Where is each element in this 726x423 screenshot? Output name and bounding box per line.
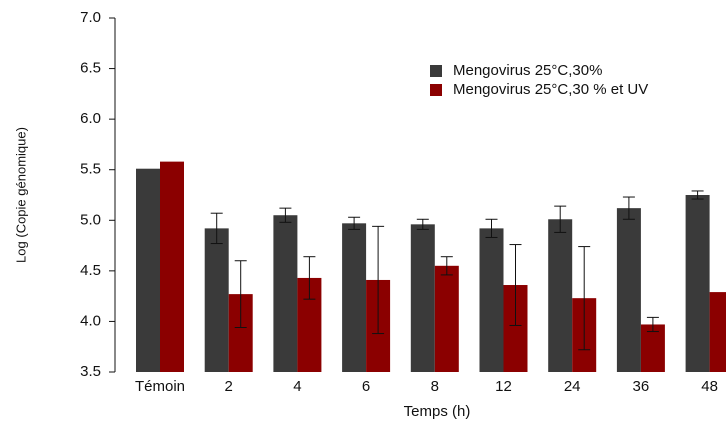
bar <box>204 228 229 372</box>
error-bar <box>646 316 659 333</box>
bar <box>640 324 665 372</box>
error-bar <box>210 212 223 245</box>
error-bar <box>279 207 292 223</box>
error-bar <box>440 256 453 276</box>
x-tick-label: 12 <box>495 378 512 395</box>
error-bar <box>416 218 429 230</box>
bar <box>410 224 435 372</box>
y-tick-label: 4.0 <box>80 312 101 329</box>
error-bar <box>578 246 591 351</box>
error-bar <box>691 190 704 200</box>
bar <box>342 223 367 372</box>
error-bar <box>234 260 247 328</box>
legend-label: Mengovirus 25°C,30 % et UV <box>453 81 648 98</box>
x-tick-label: 2 <box>225 378 233 395</box>
bar <box>616 208 641 372</box>
bar <box>479 228 504 372</box>
error-bar <box>348 216 361 230</box>
x-tick-label: 36 <box>633 378 650 395</box>
error-bar <box>303 256 316 300</box>
bar <box>434 265 459 372</box>
y-tick-label: 3.5 <box>80 363 101 380</box>
y-tick-label: 7.0 <box>80 9 101 26</box>
y-tick-label: 6.0 <box>80 110 101 127</box>
y-axis-label: Log (Copie génomique) <box>13 127 28 263</box>
y-tick-label: 5.0 <box>80 211 101 228</box>
x-tick-label: 4 <box>293 378 301 395</box>
error-bar <box>372 225 385 335</box>
error-bar <box>554 205 567 233</box>
x-tick-label: 6 <box>362 378 370 395</box>
bar <box>160 161 184 372</box>
y-tick-label: 6.5 <box>80 60 101 77</box>
x-tick-label: Témoin <box>135 378 185 395</box>
legend-swatch <box>430 84 442 96</box>
legend-swatch <box>430 65 442 77</box>
error-bar <box>485 218 498 238</box>
x-axis-label: Temps (h) <box>404 403 471 420</box>
x-tick-label: 48 <box>701 378 718 395</box>
error-bar <box>622 196 635 220</box>
error-bar <box>509 244 522 326</box>
bar <box>709 292 726 372</box>
x-tick-label: 24 <box>564 378 581 395</box>
bar <box>685 195 710 372</box>
x-tick-label: 8 <box>431 378 439 395</box>
bar <box>136 168 160 372</box>
bar <box>548 219 573 372</box>
y-tick-label: 5.5 <box>80 161 101 178</box>
y-tick-label: 4.5 <box>80 262 101 279</box>
legend-label: Mengovirus 25°C,30% <box>453 62 602 79</box>
bar <box>273 215 298 372</box>
